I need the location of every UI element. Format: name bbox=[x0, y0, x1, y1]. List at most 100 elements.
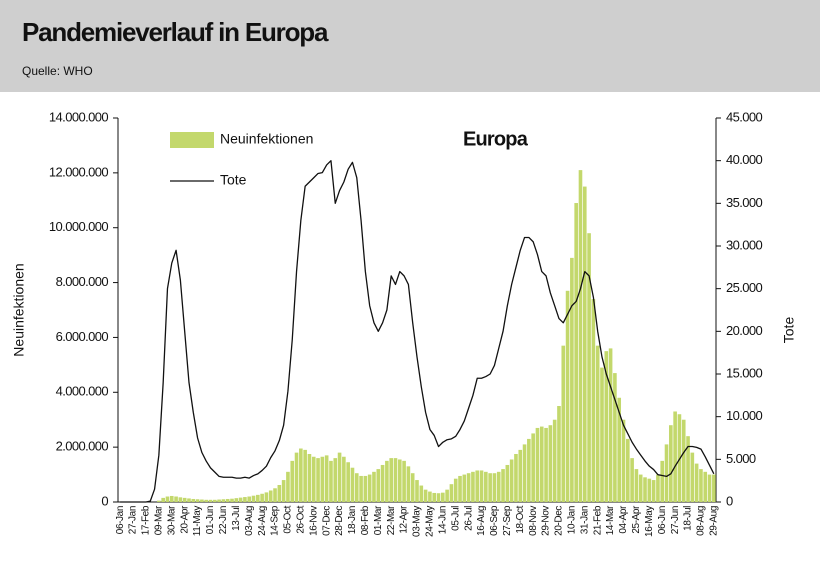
bar bbox=[307, 454, 312, 502]
bar bbox=[342, 456, 346, 502]
y2-tick-label: 5.000 bbox=[726, 451, 756, 466]
bar bbox=[333, 458, 338, 502]
bar bbox=[191, 498, 196, 502]
bar bbox=[488, 473, 492, 502]
bar bbox=[458, 475, 462, 502]
bar bbox=[449, 484, 454, 502]
bar bbox=[402, 460, 406, 502]
x-tick-label: 06-Jan bbox=[115, 506, 126, 534]
x-tick-label: 30-Mar bbox=[166, 505, 177, 535]
bar bbox=[161, 497, 165, 502]
bar bbox=[264, 492, 269, 502]
bar bbox=[531, 433, 535, 502]
bar bbox=[187, 498, 191, 502]
bar bbox=[311, 456, 316, 502]
bar bbox=[552, 419, 557, 502]
bar bbox=[367, 474, 372, 502]
bar bbox=[561, 345, 566, 502]
bar bbox=[157, 500, 161, 502]
bar bbox=[535, 427, 540, 502]
bar bbox=[397, 459, 402, 502]
bar bbox=[208, 499, 213, 502]
x-tick-label: 29-Nov bbox=[541, 506, 552, 536]
bar bbox=[694, 463, 699, 502]
bar bbox=[303, 449, 307, 502]
bar bbox=[260, 493, 264, 502]
x-tick-label: 08-Feb bbox=[360, 505, 371, 535]
bar bbox=[578, 170, 583, 502]
bar bbox=[651, 480, 656, 502]
chart-title: Europa bbox=[463, 128, 529, 150]
bar bbox=[621, 419, 626, 502]
bar bbox=[587, 233, 591, 502]
bar bbox=[492, 473, 497, 502]
bar bbox=[225, 498, 230, 502]
x-tick-label: 09-Mar bbox=[154, 505, 165, 535]
bar bbox=[527, 438, 531, 502]
x-tick-label: 29-Aug bbox=[708, 506, 719, 536]
bar bbox=[169, 495, 174, 502]
x-tick-label: 03-May bbox=[412, 506, 423, 537]
y-tick-label: 4.000.000 bbox=[56, 384, 109, 399]
x-tick-label: 24-Aug bbox=[257, 506, 268, 536]
bar bbox=[617, 397, 622, 502]
x-tick-label: 05-Jul bbox=[450, 506, 461, 531]
x-tick-label: 03-Aug bbox=[244, 506, 255, 536]
x-tick-label: 08-Nov bbox=[528, 506, 539, 536]
x-tick-label: 16-Aug bbox=[476, 506, 487, 536]
bar bbox=[600, 367, 604, 502]
x-tick-label: 18-Jul bbox=[683, 506, 694, 531]
bar bbox=[703, 471, 708, 502]
y2-tick-label: 40.000 bbox=[726, 152, 763, 167]
bar bbox=[595, 345, 600, 502]
bar bbox=[445, 489, 449, 502]
bar bbox=[230, 498, 234, 502]
bar bbox=[501, 469, 505, 502]
x-tick-label: 26-Jul bbox=[463, 506, 474, 531]
x-tick-label: 14-Jun bbox=[437, 506, 448, 534]
bar bbox=[647, 478, 652, 502]
bar bbox=[273, 488, 277, 502]
x-tick-label: 18-Jan bbox=[347, 506, 358, 534]
bar bbox=[385, 460, 389, 502]
bar bbox=[415, 480, 419, 502]
y-tick-label: 12.000.000 bbox=[49, 164, 108, 179]
y2-tick-label: 15.000 bbox=[726, 365, 763, 380]
bar bbox=[656, 474, 660, 502]
bar bbox=[613, 373, 617, 502]
x-tick-label: 14-Sep bbox=[270, 505, 281, 536]
bar bbox=[337, 452, 342, 502]
x-tick-label: 16-May bbox=[644, 506, 655, 537]
y2-tick-label: 30.000 bbox=[726, 237, 763, 252]
x-tick-label: 16-Nov bbox=[308, 506, 319, 536]
bar bbox=[299, 448, 303, 502]
bar bbox=[548, 425, 553, 502]
bar bbox=[354, 473, 359, 502]
bar bbox=[496, 471, 501, 502]
bar bbox=[570, 257, 574, 502]
bar bbox=[453, 478, 458, 502]
bar bbox=[410, 473, 415, 502]
bar bbox=[638, 474, 643, 502]
y-tick-label: 2.000.000 bbox=[56, 439, 109, 454]
bar bbox=[234, 498, 239, 502]
bar bbox=[389, 458, 393, 502]
y-tick-label: 14.000.000 bbox=[49, 109, 108, 124]
line bbox=[120, 160, 715, 503]
x-tick-label: 25-Apr bbox=[631, 505, 642, 534]
x-tick-label: 14-Mar bbox=[605, 505, 616, 535]
bar bbox=[669, 425, 673, 502]
y-axis-title: Neuinfektionen bbox=[11, 263, 27, 356]
bar bbox=[673, 411, 677, 502]
bar bbox=[359, 475, 363, 502]
bar bbox=[475, 470, 480, 502]
x-tick-label: 20-Dec bbox=[554, 506, 565, 536]
bar bbox=[574, 203, 578, 502]
bar bbox=[243, 497, 247, 502]
bar bbox=[204, 499, 209, 502]
bar bbox=[277, 484, 282, 502]
bar bbox=[604, 351, 609, 502]
x-tick-label: 01-Jun bbox=[205, 506, 216, 534]
bar bbox=[509, 459, 514, 502]
